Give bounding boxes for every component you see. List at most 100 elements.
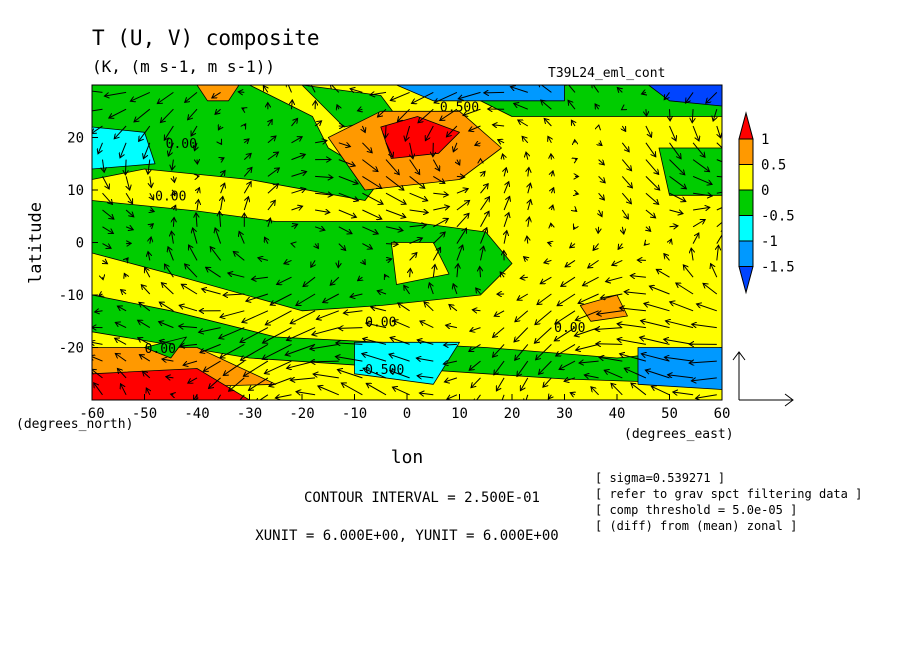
wind-vector — [202, 289, 221, 295]
wind-vector — [517, 293, 529, 300]
wind-vector — [551, 188, 553, 194]
xy-unit-text: XUNIT = 6.000E+00, YUNIT = 6.000E+00 — [255, 528, 558, 544]
wind-vector — [456, 245, 463, 261]
wind-vector — [212, 91, 221, 98]
wind-vector — [296, 392, 316, 395]
wind-vector — [599, 143, 602, 146]
wind-vector — [243, 197, 248, 211]
wind-vector — [598, 192, 605, 200]
wind-vector — [645, 176, 660, 190]
wind-vector — [318, 386, 339, 396]
wind-vector — [270, 293, 292, 305]
contour-label: 0.00 — [145, 342, 176, 357]
wind-vector — [525, 394, 528, 400]
wind-vector — [310, 343, 339, 349]
wind-vector — [390, 371, 410, 379]
wind-vector — [385, 159, 399, 175]
wind-vector — [591, 387, 599, 396]
wind-vector — [385, 176, 404, 190]
wind-vector — [218, 126, 220, 130]
wind-vector — [179, 326, 198, 328]
wind-vector — [315, 244, 318, 249]
wind-vector — [588, 259, 599, 268]
chart-units: (K, (m s-1, m s-1)) — [92, 57, 275, 76]
wind-vector — [456, 228, 467, 244]
wind-vector — [697, 304, 717, 312]
wind-vector — [244, 124, 245, 126]
colorbar-segment — [738, 111, 754, 140]
wind-vector — [243, 360, 269, 376]
wind-vector — [235, 394, 245, 400]
wind-vector — [418, 108, 434, 123]
wind-vector — [670, 239, 672, 244]
wind-vector — [571, 120, 575, 127]
wind-vector — [417, 376, 434, 378]
wind-vector — [290, 378, 316, 380]
wind-vector — [669, 125, 677, 141]
wind-vector-layer — [92, 85, 722, 400]
wind-vector — [514, 103, 528, 110]
wind-vector — [145, 268, 151, 278]
wind-vector — [622, 226, 624, 234]
wind-vector — [180, 344, 198, 346]
wind-vector — [561, 276, 576, 286]
wind-vector — [456, 200, 470, 211]
wind-vector — [338, 209, 357, 217]
wind-vector — [200, 343, 221, 352]
wind-vector — [92, 369, 103, 379]
wind-vector — [268, 218, 271, 227]
colorbar-label: -0.5 — [761, 209, 795, 225]
wind-vector — [362, 125, 365, 133]
wind-vector — [219, 327, 245, 339]
contour-label: 0.00 — [166, 137, 197, 152]
wind-vector — [500, 394, 504, 400]
wind-vector — [171, 394, 174, 395]
wind-vector — [606, 276, 623, 281]
wind-vector — [165, 264, 174, 278]
wind-vector — [574, 227, 575, 230]
wind-vector — [362, 142, 372, 153]
wind-vector — [568, 100, 576, 110]
wind-vector — [548, 395, 551, 399]
wind-vector — [338, 192, 359, 201]
wind-vector — [645, 192, 659, 204]
wind-vector — [98, 142, 103, 154]
wind-vector — [262, 343, 292, 359]
wind-vector — [480, 228, 487, 244]
wind-vector — [622, 109, 623, 110]
wind-vector — [515, 310, 529, 322]
wind-vector — [102, 176, 110, 189]
wind-vector — [269, 377, 292, 386]
wind-vector — [598, 226, 599, 234]
wind-vector — [315, 141, 327, 143]
wind-vector — [378, 108, 387, 117]
wind-vector — [363, 368, 387, 379]
wind-vector — [221, 158, 224, 160]
wind-vector — [264, 360, 292, 374]
wind-vector — [692, 142, 705, 158]
wind-vector — [668, 375, 694, 379]
wind-vector — [631, 383, 647, 396]
wind-vector — [95, 311, 103, 312]
wind-vector — [624, 368, 647, 379]
colorbar-label: -1.5 — [761, 260, 795, 276]
wind-vector — [99, 294, 103, 296]
wind-vector — [565, 85, 576, 93]
wind-vector — [417, 340, 434, 345]
contour-region — [648, 85, 722, 107]
wind-vector — [206, 267, 221, 278]
colorbar-segment — [738, 266, 754, 295]
wind-vector — [338, 260, 339, 267]
x-axis-label: lon — [391, 447, 424, 468]
wind-vector — [514, 327, 529, 342]
wind-vector — [291, 137, 303, 144]
wind-vector — [645, 370, 670, 379]
wind-vector — [126, 176, 130, 190]
wind-vector — [666, 321, 694, 329]
wind-vector — [664, 254, 670, 261]
wind-vector — [534, 327, 552, 344]
wind-vector — [447, 394, 458, 400]
wind-vector — [102, 243, 112, 249]
note-threshold: [ comp threshold = 5.0e-05 ] — [595, 503, 797, 517]
wind-vector — [221, 183, 225, 194]
